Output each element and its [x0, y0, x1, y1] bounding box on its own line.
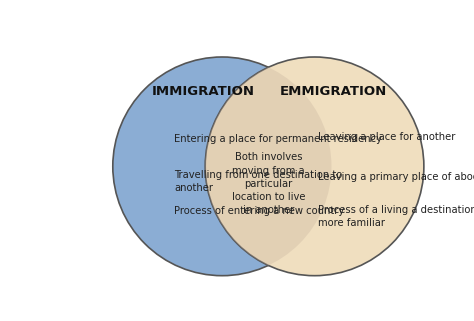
Circle shape: [113, 57, 331, 276]
Text: Leaving a primary place of abode: Leaving a primary place of abode: [319, 172, 474, 183]
Text: Process of entering a new country: Process of entering a new country: [174, 206, 345, 216]
Text: Both involves
moving from a
particular
location to live
in another: Both involves moving from a particular l…: [232, 152, 305, 215]
Text: Travelling from one destination to
another: Travelling from one destination to anoth…: [174, 170, 343, 193]
Text: IMMIGRATION: IMMIGRATION: [151, 85, 255, 99]
Text: EMMIGRATION: EMMIGRATION: [280, 85, 387, 99]
Circle shape: [113, 57, 331, 276]
Text: Entering a place for permanent residency: Entering a place for permanent residency: [174, 134, 383, 144]
Circle shape: [205, 57, 424, 276]
Text: Process of a living a destination that is
more familiar: Process of a living a destination that i…: [319, 205, 474, 228]
Text: Leaving a place for another: Leaving a place for another: [319, 132, 456, 142]
